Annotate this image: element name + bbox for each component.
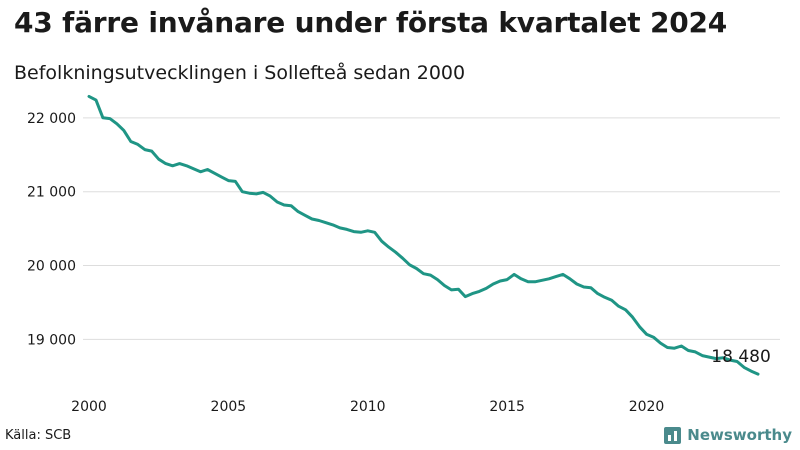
brand-logo[interactable]: Newsworthy xyxy=(664,426,792,444)
x-tick-label: 2000 xyxy=(71,399,107,415)
y-axis-ticks: 19 000 20 000 21 000 22 000 xyxy=(27,111,76,349)
x-tick-label: 2010 xyxy=(350,399,386,415)
y-tick-label: 21 000 xyxy=(27,185,76,201)
brand-name: Newsworthy xyxy=(687,426,792,444)
grid-lines xyxy=(83,117,780,340)
newsworthy-logo-icon xyxy=(664,426,682,444)
end-value-label: 18 480 xyxy=(711,347,770,367)
population-series-line xyxy=(87,94,760,376)
x-tick-label: 2005 xyxy=(211,399,247,415)
y-tick-label: 22 000 xyxy=(27,111,76,127)
page-title: 43 färre invånare under första kvartalet… xyxy=(14,6,728,39)
page-subtitle: Befolkningsutvecklingen i Sollefteå seda… xyxy=(14,62,466,84)
x-tick-label: 2020 xyxy=(629,399,665,415)
x-axis-ticks: 2000 2005 2010 2015 2020 xyxy=(71,399,664,415)
x-tick-label: 2015 xyxy=(489,399,525,415)
y-tick-label: 20 000 xyxy=(27,259,76,275)
y-tick-label: 19 000 xyxy=(27,332,76,348)
source-credit: Källa: SCB xyxy=(5,428,72,443)
